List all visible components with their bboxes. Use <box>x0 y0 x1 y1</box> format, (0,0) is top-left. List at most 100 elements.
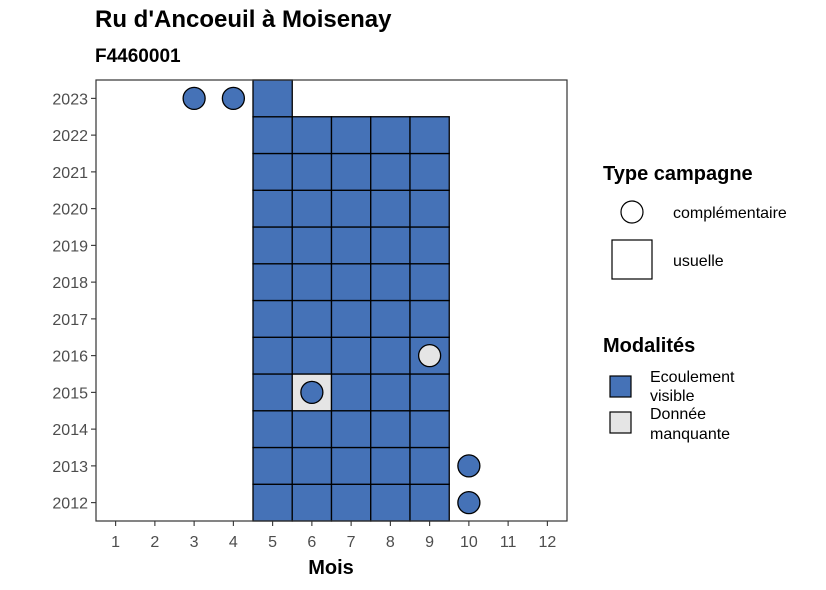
usuelle-tile-2019-6 <box>291 226 333 265</box>
x-axis-title: Mois <box>308 557 354 579</box>
legend-label-complementaire: complémentaire <box>673 205 787 222</box>
usuelle-tile-2017-5 <box>252 299 293 338</box>
complementaire-point-2015-6 <box>300 380 324 405</box>
usuelle-tile-2013-8 <box>370 446 411 485</box>
legend-label-ecoulement_visible-line2: visible <box>650 388 695 405</box>
usuelle-tile-2023-5 <box>252 79 293 118</box>
x-tick-label-6: 6 <box>307 534 316 551</box>
usuelle-tile-2021-9 <box>409 152 450 191</box>
usuelle-tile-2022-7 <box>330 116 372 155</box>
usuelle-tile-2017-9 <box>409 299 450 338</box>
legend-label-ecoulement_visible: Ecoulement <box>650 369 735 386</box>
legend-label-donnee_manquante-line2: manquante <box>650 426 730 443</box>
usuelle-tile-2016-8 <box>370 336 411 375</box>
axes: 1 2 3 4 5 6 7 8 9 10 11 122012201320142015201620172… <box>52 91 556 551</box>
usuelle-tile-2022-5 <box>252 116 293 155</box>
y-tick-label-2012: 2012 <box>52 496 88 513</box>
x-tick-label-10: 10 <box>460 534 478 551</box>
usuelle-tile-2016-5 <box>252 336 293 375</box>
usuelle-tile-2017-7 <box>330 299 372 338</box>
usuelle-tile-2018-8 <box>370 263 411 302</box>
usuelle-tile-2021-5 <box>252 152 293 191</box>
complementaire-point-2012-10 <box>457 490 481 515</box>
usuelle-tile-2017-8 <box>370 299 411 338</box>
y-tick-label-2020: 2020 <box>52 202 88 219</box>
usuelle-tile-2020-8 <box>370 189 411 228</box>
y-tick-label-2018: 2018 <box>52 275 88 292</box>
legend-shape-title: Type campagne <box>603 163 753 185</box>
usuelle-tile-2014-8 <box>370 410 411 449</box>
usuelle-tile-2012-9 <box>409 483 450 522</box>
usuelle-tile-2013-5 <box>252 446 293 485</box>
x-tick-label-5: 5 <box>268 534 277 551</box>
y-tick-label-2013: 2013 <box>52 459 88 476</box>
legend-square-icon <box>611 239 653 280</box>
usuelle-tile-2018-6 <box>291 263 333 302</box>
x-tick-label-11: 11 <box>500 534 517 551</box>
chart-subtitle: F4460001 <box>95 46 181 67</box>
usuelle-tile-2015-8 <box>370 373 411 412</box>
usuelle-tile-2020-5 <box>252 189 293 228</box>
y-tick-label-2019: 2019 <box>52 238 88 255</box>
usuelle-tile-2015-9 <box>409 373 450 412</box>
legend-swatch-ecoulement_visible <box>609 375 632 398</box>
y-tick-label-2022: 2022 <box>52 128 88 145</box>
complementaire-point-2023-4 <box>221 86 246 111</box>
complementaire-point-2016-9 <box>417 343 442 368</box>
x-tick-label-7: 7 <box>347 534 356 551</box>
usuelle-tile-2019-5 <box>252 226 293 265</box>
complementaire-points <box>182 86 481 515</box>
usuelle-tile-2021-7 <box>330 152 372 191</box>
usuelle-tile-2022-6 <box>291 116 333 155</box>
usuelle-tile-2012-7 <box>330 483 372 522</box>
usuelle-tile-2016-6 <box>291 336 333 375</box>
y-tick-label-2014: 2014 <box>52 422 88 439</box>
usuelle-tile-2020-6 <box>291 189 333 228</box>
usuelle-tile-2015-7 <box>330 373 372 412</box>
y-tick-label-2023: 2023 <box>52 91 88 108</box>
y-tick-label-2016: 2016 <box>52 349 88 366</box>
usuelle-tile-2021-8 <box>370 152 411 191</box>
x-tick-label-9: 9 <box>425 534 434 551</box>
x-tick-label-1: 1 <box>111 534 120 551</box>
usuelle-tile-2018-7 <box>330 263 372 302</box>
usuelle-tile-2022-8 <box>370 116 411 155</box>
usuelle-tile-2012-5 <box>252 483 293 522</box>
y-tick-label-2017: 2017 <box>52 312 88 329</box>
usuelle-tile-2018-9 <box>409 263 450 302</box>
plot-frame <box>95 79 568 522</box>
complementaire-point-2013-10 <box>457 454 481 478</box>
legend-fill-title: Modalités <box>603 335 695 357</box>
usuelle-tile-2013-6 <box>291 446 333 485</box>
panel-border <box>95 79 568 522</box>
usuelle-tile-2016-7 <box>330 336 372 375</box>
usuelle-tile-2019-9 <box>409 226 450 265</box>
usuelle-tile-2014-5 <box>252 410 293 449</box>
usuelle-tiles <box>252 79 450 522</box>
usuelle-tile-2020-9 <box>409 189 450 228</box>
x-tick-label-8: 8 <box>386 534 395 551</box>
legend-label-donnee_manquante: Donnée <box>650 406 706 423</box>
legend: Type campagne complémentaire usuelle Modali… <box>603 163 787 443</box>
chart-title: Ru d'Ancoeuil à Moisenay <box>95 6 392 33</box>
usuelle-tile-2014-9 <box>409 410 450 449</box>
legend-label-usuelle: usuelle <box>673 253 724 270</box>
usuelle-tile-2020-7 <box>330 189 372 228</box>
usuelle-tile-2022-9 <box>409 116 450 155</box>
x-tick-label-3: 3 <box>190 534 199 551</box>
usuelle-tile-2019-8 <box>370 226 411 265</box>
usuelle-tile-2021-6 <box>291 152 333 191</box>
legend-swatch-donnee_manquante <box>609 411 632 434</box>
usuelle-tile-2018-5 <box>252 263 293 302</box>
x-tick-label-2: 2 <box>150 534 159 551</box>
y-tick-label-2015: 2015 <box>52 385 88 402</box>
usuelle-tile-2014-7 <box>330 410 372 449</box>
legend-circle-icon <box>620 200 644 224</box>
usuelle-tile-2019-7 <box>330 226 372 265</box>
usuelle-tile-2012-6 <box>291 483 333 522</box>
usuelle-tile-2012-8 <box>370 483 411 522</box>
x-tick-label-12: 12 <box>538 534 556 551</box>
usuelle-tile-2013-9 <box>409 446 450 485</box>
complementaire-point-2023-3 <box>182 86 206 111</box>
